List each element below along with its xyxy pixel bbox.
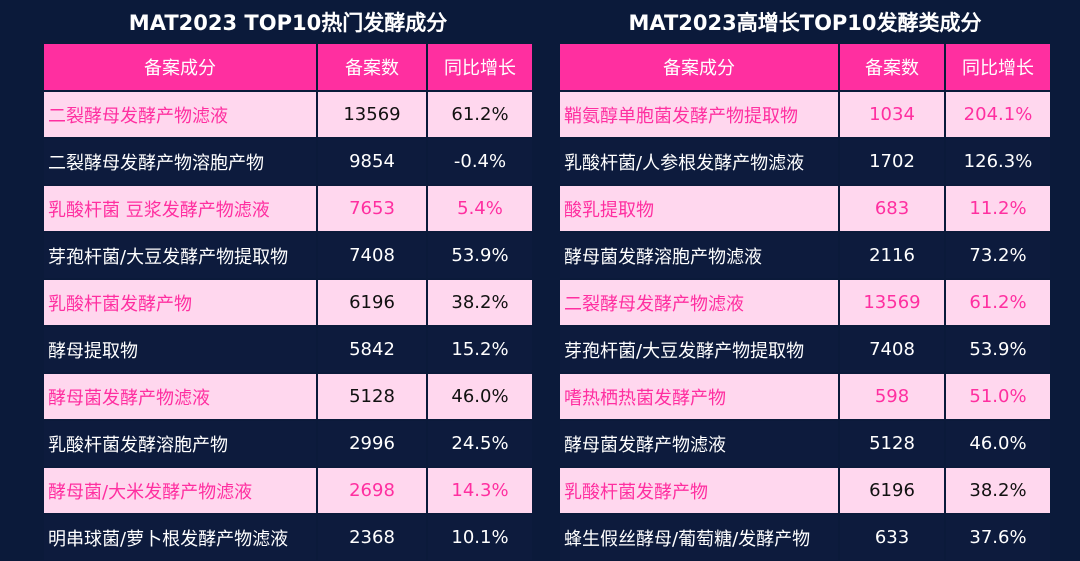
- table-row: 芽孢杆菌/大豆发酵产物提取物 7408 53.9%: [44, 231, 532, 278]
- ingredient-name: 乳酸杆菌发酵溶胞产物: [44, 419, 318, 466]
- table-row: 明串球菌/萝卜根发酵产物滤液 2368 10.1%: [44, 513, 532, 560]
- table-row: 酵母菌/大米发酵产物滤液 2698 14.3%: [44, 466, 532, 513]
- ingredient-name: 乳酸杆菌发酵产物: [44, 278, 318, 325]
- ingredient-name: 蜂生假丝酵母/葡萄糖/发酵产物: [560, 513, 840, 560]
- table-row: 酸乳提取物 683 11.2%: [560, 184, 1050, 231]
- ingredient-name: 鞘氨醇单胞菌发酵产物提取物: [560, 90, 840, 137]
- filing-count: 6196: [840, 466, 946, 513]
- yoy-growth: 11.2%: [946, 184, 1050, 231]
- column-header-count: 备案数: [840, 44, 946, 90]
- yoy-growth: 10.1%: [428, 513, 532, 560]
- filing-count: 13569: [840, 278, 946, 325]
- yoy-growth: 53.9%: [428, 231, 532, 278]
- yoy-growth: 5.4%: [428, 184, 532, 231]
- ingredient-name: 酵母提取物: [44, 325, 318, 372]
- filing-count: 633: [840, 513, 946, 560]
- table-row: 鞘氨醇单胞菌发酵产物提取物 1034 204.1%: [560, 90, 1050, 137]
- table-row: 乳酸杆菌/人参根发酵产物滤液 1702 126.3%: [560, 137, 1050, 184]
- yoy-growth: 46.0%: [946, 419, 1050, 466]
- table-row: 二裂酵母发酵产物溶胞产物 9854 -0.4%: [44, 137, 532, 184]
- table-row: 乳酸杆菌发酵产物 6196 38.2%: [560, 466, 1050, 513]
- ingredient-name: 芽孢杆菌/大豆发酵产物提取物: [44, 231, 318, 278]
- ingredient-name: 芽孢杆菌/大豆发酵产物提取物: [560, 325, 840, 372]
- ingredient-name: 酵母菌发酵产物滤液: [560, 419, 840, 466]
- table-row: 乳酸杆菌发酵溶胞产物 2996 24.5%: [44, 419, 532, 466]
- table-row: 酵母提取物 5842 15.2%: [44, 325, 532, 372]
- yoy-growth: 51.0%: [946, 372, 1050, 419]
- table-row: 酵母菌发酵产物滤液 5128 46.0%: [560, 419, 1050, 466]
- ingredient-name: 二裂酵母发酵产物溶胞产物: [44, 137, 318, 184]
- yoy-growth: 15.2%: [428, 325, 532, 372]
- ingredient-name: 乳酸杆菌发酵产物: [560, 466, 840, 513]
- ingredient-name: 嗜热栖热菌发酵产物: [560, 372, 840, 419]
- filing-count: 6196: [318, 278, 428, 325]
- column-header-growth: 同比增长: [428, 44, 532, 90]
- ingredient-name: 酵母菌发酵溶胞产物滤液: [560, 231, 840, 278]
- yoy-growth: 24.5%: [428, 419, 532, 466]
- filing-count: 2996: [318, 419, 428, 466]
- column-header-ingredient: 备案成分: [44, 44, 318, 90]
- table-row: 酵母菌发酵溶胞产物滤液 2116 73.2%: [560, 231, 1050, 278]
- column-header-growth: 同比增长: [946, 44, 1050, 90]
- filing-count: 5842: [318, 325, 428, 372]
- filing-count: 7408: [840, 325, 946, 372]
- table-row: 芽孢杆菌/大豆发酵产物提取物 7408 53.9%: [560, 325, 1050, 372]
- yoy-growth: -0.4%: [428, 137, 532, 184]
- table-row: 乳酸杆菌 豆浆发酵产物滤液 7653 5.4%: [44, 184, 532, 231]
- column-header-count: 备案数: [318, 44, 428, 90]
- left-header-row: 备案成分 备案数 同比增长: [44, 44, 532, 90]
- ingredient-name: 酵母菌/大米发酵产物滤液: [44, 466, 318, 513]
- filing-count: 7408: [318, 231, 428, 278]
- yoy-growth: 204.1%: [946, 90, 1050, 137]
- filing-count: 5128: [840, 419, 946, 466]
- table-row: 酵母菌发酵产物滤液 5128 46.0%: [44, 372, 532, 419]
- yoy-growth: 126.3%: [946, 137, 1050, 184]
- table-row: 二裂酵母发酵产物滤液 13569 61.2%: [560, 278, 1050, 325]
- yoy-growth: 46.0%: [428, 372, 532, 419]
- filing-count: 5128: [318, 372, 428, 419]
- ingredient-name: 酵母菌发酵产物滤液: [44, 372, 318, 419]
- yoy-growth: 61.2%: [428, 90, 532, 137]
- filing-count: 2698: [318, 466, 428, 513]
- left-panel: MAT2023 TOP10热门发酵成分 备案成分 备案数 同比增长 二裂酵母发酵…: [44, 0, 532, 560]
- filing-count: 7653: [318, 184, 428, 231]
- yoy-growth: 37.6%: [946, 513, 1050, 560]
- filing-count: 598: [840, 372, 946, 419]
- filing-count: 2116: [840, 231, 946, 278]
- right-header-row: 备案成分 备案数 同比增长: [560, 44, 1050, 90]
- yoy-growth: 14.3%: [428, 466, 532, 513]
- yoy-growth: 38.2%: [946, 466, 1050, 513]
- ingredient-name: 乳酸杆菌 豆浆发酵产物滤液: [44, 184, 318, 231]
- filing-count: 1702: [840, 137, 946, 184]
- filing-count: 683: [840, 184, 946, 231]
- ingredient-name: 明串球菌/萝卜根发酵产物滤液: [44, 513, 318, 560]
- right-table-title: MAT2023高增长TOP10发酵类成分: [628, 11, 982, 35]
- yoy-growth: 38.2%: [428, 278, 532, 325]
- filing-count: 2368: [318, 513, 428, 560]
- left-table-title: MAT2023 TOP10热门发酵成分: [128, 11, 448, 35]
- table-row: 嗜热栖热菌发酵产物 598 51.0%: [560, 372, 1050, 419]
- filing-count: 1034: [840, 90, 946, 137]
- right-table: 备案成分 备案数 同比增长 鞘氨醇单胞菌发酵产物提取物 1034 204.1% …: [560, 44, 1050, 560]
- ingredient-name: 乳酸杆菌/人参根发酵产物滤液: [560, 137, 840, 184]
- filing-count: 9854: [318, 137, 428, 184]
- ingredient-name: 二裂酵母发酵产物滤液: [44, 90, 318, 137]
- table-row: 蜂生假丝酵母/葡萄糖/发酵产物 633 37.6%: [560, 513, 1050, 560]
- table-row: 二裂酵母发酵产物滤液 13569 61.2%: [44, 90, 532, 137]
- yoy-growth: 61.2%: [946, 278, 1050, 325]
- ingredient-name: 二裂酵母发酵产物滤液: [560, 278, 840, 325]
- ingredient-name: 酸乳提取物: [560, 184, 840, 231]
- right-panel: MAT2023高增长TOP10发酵类成分 备案成分 备案数 同比增长 鞘氨醇单胞…: [560, 0, 1050, 560]
- yoy-growth: 53.9%: [946, 325, 1050, 372]
- column-header-ingredient: 备案成分: [560, 44, 840, 90]
- table-row: 乳酸杆菌发酵产物 6196 38.2%: [44, 278, 532, 325]
- left-table: 备案成分 备案数 同比增长 二裂酵母发酵产物滤液 13569 61.2% 二裂酵…: [44, 44, 532, 560]
- filing-count: 13569: [318, 90, 428, 137]
- yoy-growth: 73.2%: [946, 231, 1050, 278]
